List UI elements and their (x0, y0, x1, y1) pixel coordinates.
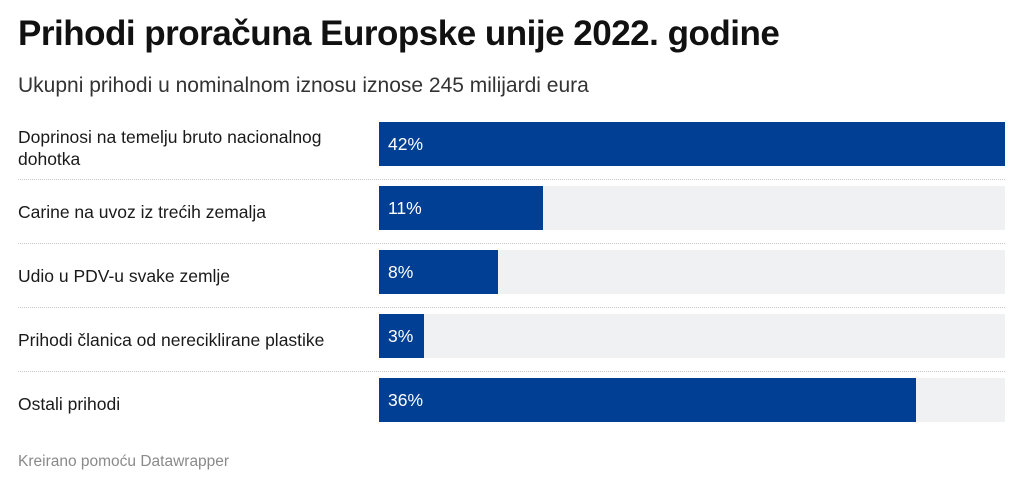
bar (379, 250, 499, 294)
bar (379, 378, 916, 422)
chart-title: Prihodi proračuna Europske unije 2022. g… (18, 14, 780, 53)
bar-category-label: Carine na uvoz iz trećih zemalja (18, 201, 267, 222)
bar-value-label: 8% (388, 261, 414, 282)
bar-track: 3% (379, 314, 1005, 358)
bar-category-label: Doprinosi na temelju bruto nacionalnog d… (18, 126, 322, 169)
bar (379, 122, 1005, 166)
bar-track: 8% (379, 250, 1005, 294)
bar-track: 36% (379, 378, 1005, 422)
bar-row: Prihodi članica od nereciklirane plastik… (18, 307, 1005, 371)
bar-value-label: 42% (388, 133, 424, 154)
bar (379, 186, 543, 230)
bar-row: Carine na uvoz iz trećih zemalja 11% (18, 179, 1005, 243)
bar-track: 11% (379, 186, 1005, 230)
bar-category-label: Ostali prihodi (18, 393, 121, 414)
credit-text: Kreirano pomoću Datawrapper (18, 453, 230, 470)
bar-value-label: 11% (388, 197, 422, 218)
bar-value-label: 36% (388, 389, 424, 410)
bar-value-label: 3% (388, 325, 414, 346)
bar-category-label: Udio u PDV-u svake zemlje (18, 265, 231, 286)
chart-subtitle: Ukupni prihodi u nominalnom iznosu iznos… (18, 74, 589, 97)
bar (379, 314, 424, 358)
bar-row: Doprinosi na temelju bruto nacionalnog d… (18, 116, 1005, 179)
bar-row: Udio u PDV-u svake zemlje 8% (18, 243, 1005, 307)
bar-category-label: Prihodi članica od nereciklirane plastik… (18, 329, 325, 350)
bar-chart: Doprinosi na temelju bruto nacionalnog d… (18, 116, 1005, 435)
bar-row: Ostali prihodi 36% (18, 371, 1005, 435)
bar-track: 42% (379, 122, 1005, 166)
